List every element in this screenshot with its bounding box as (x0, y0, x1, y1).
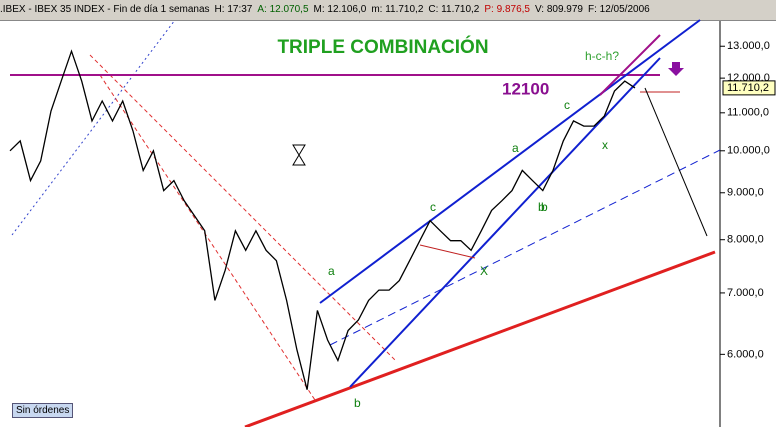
header-field: C: 11.710,2 (428, 4, 480, 15)
annotation: a (328, 264, 335, 278)
orders-button[interactable]: Sin órdenes (12, 403, 74, 418)
header-field: H: 17:37 (214, 4, 253, 15)
chart-title: TRIPLE COMBINACIÓN (277, 36, 488, 58)
y-tick-label: 10.000,0 (727, 145, 770, 157)
y-tick-label: 13.000,0 (727, 40, 770, 52)
y-tick-label: 6.000,0 (727, 348, 764, 360)
y-tick-label: 11.000,0 (727, 107, 769, 119)
annotation: 12100 (502, 79, 549, 98)
annotation: X (480, 264, 488, 278)
header-field: m: 11.710,2 (371, 4, 424, 15)
annotation: c (430, 200, 436, 214)
y-tick-label: 9.000,0 (727, 187, 764, 199)
price-line (9, 49, 636, 390)
header-field: F: 12/05/2006 (587, 4, 650, 15)
annotation: b (354, 396, 361, 410)
header-bar: .IBEX - IBEX 35 INDEX - Fin de día 1 sem… (0, 0, 776, 21)
y-tick-label: 8.000,0 (727, 234, 764, 246)
header-field: .IBEX - IBEX 35 INDEX - Fin de día 1 sem… (0, 4, 210, 15)
trend-lines (10, 19, 721, 427)
annotation: x (602, 138, 608, 152)
annotation: b (541, 200, 548, 214)
last-value-label: 11.710,2 (727, 82, 769, 94)
annotation: b (538, 200, 545, 214)
header-field: M: 12.106,0 (313, 4, 367, 15)
annotation: a (512, 141, 519, 155)
y-tick-label: 7.000,0 (727, 287, 764, 299)
last-value-flag (722, 80, 776, 96)
header-field: A: 12.070,5 (257, 4, 309, 15)
annotation: c (564, 98, 570, 112)
annotation: h-c-h? (585, 49, 619, 63)
header-field: V: 809.979 (534, 4, 583, 15)
header-field: P: 9.876,5 (484, 4, 530, 15)
